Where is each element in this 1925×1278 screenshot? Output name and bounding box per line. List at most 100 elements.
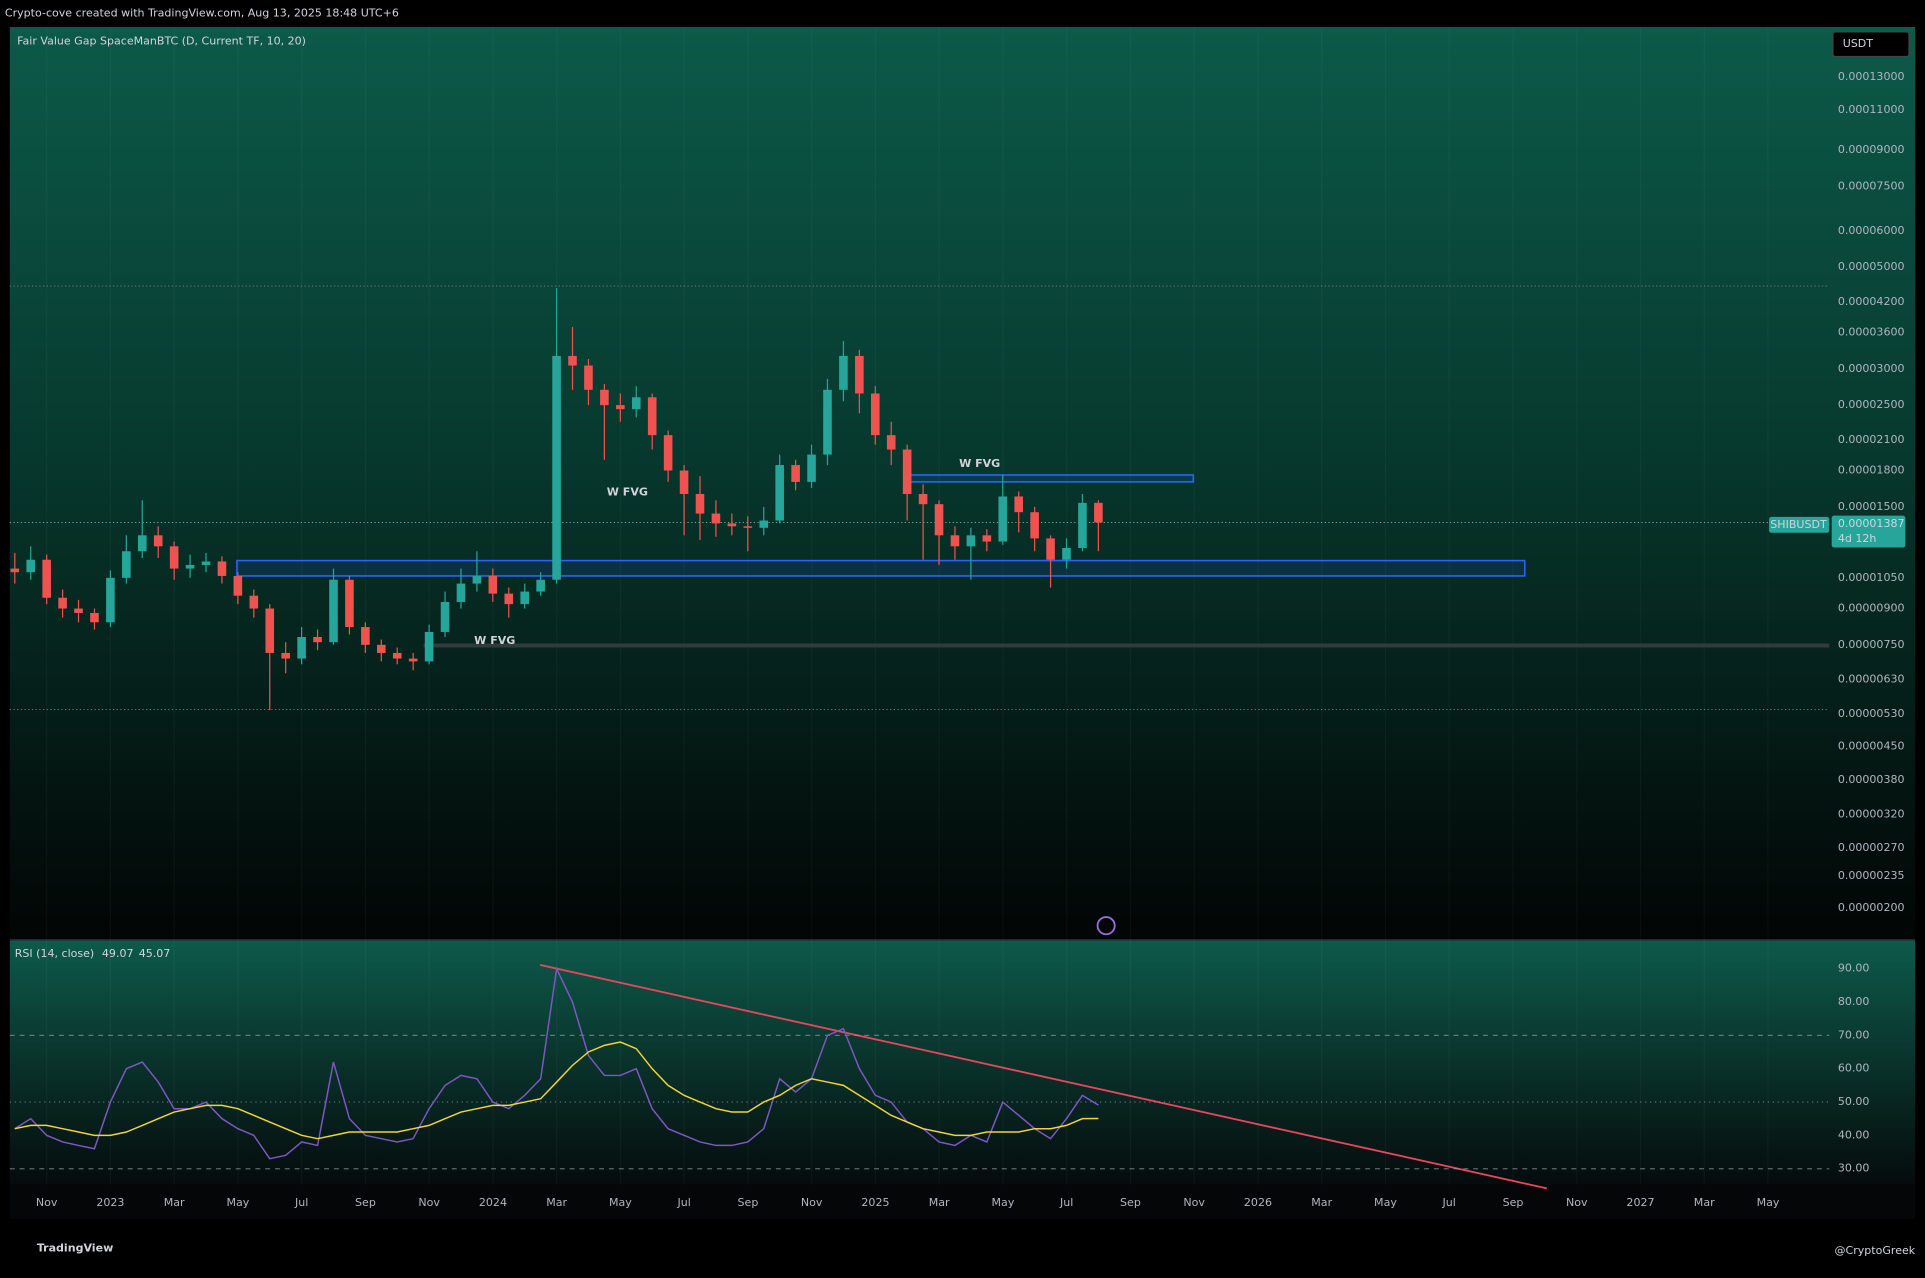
candle-body — [552, 355, 561, 580]
x-tick-label: Nov — [36, 1196, 58, 1209]
rsi-tick-label: 30.00 — [1838, 1162, 1870, 1175]
x-tick-label: Mar — [164, 1196, 185, 1209]
x-tick-label: Mar — [1311, 1196, 1332, 1209]
candle-body — [504, 593, 514, 605]
x-tick-label: Jul — [1442, 1196, 1456, 1209]
y-tick-label: 0.00000750 — [1838, 638, 1905, 651]
y-tick-label: 0.00000380 — [1838, 773, 1905, 786]
x-tick-label: Nov — [801, 1196, 823, 1209]
candle-body — [934, 504, 944, 536]
candle-body — [456, 583, 466, 602]
fvg-zone — [423, 643, 1830, 648]
candle-body — [823, 389, 832, 455]
x-tick-label: Sep — [355, 1196, 376, 1209]
fvg-label: W FVG — [474, 634, 515, 647]
candle-body — [520, 591, 530, 605]
candle-body — [345, 579, 354, 628]
candle-body — [392, 652, 402, 659]
candle-body — [58, 597, 67, 609]
fvg-label: W FVG — [607, 485, 648, 498]
candle-body — [440, 601, 450, 632]
candle-body — [839, 355, 848, 390]
candle-body — [759, 520, 769, 528]
rsi-pane — [9, 940, 1916, 1185]
candle-body — [424, 631, 434, 662]
x-tick-label: Nov — [1566, 1196, 1588, 1209]
candle-body — [568, 355, 577, 366]
candle-body — [600, 389, 609, 406]
x-tick-label: 2026 — [1244, 1196, 1272, 1209]
currency-box — [1832, 31, 1910, 58]
candle-body — [313, 637, 322, 643]
y-tick-label: 0.00004200 — [1838, 295, 1905, 308]
candle-body — [233, 575, 243, 596]
rsi-ma-legend-value: 45.07 — [139, 947, 171, 960]
candle-body — [870, 393, 880, 436]
fvg-zone — [905, 474, 1195, 483]
rsi-title: RSI (14, close) — [15, 947, 95, 960]
candle-body — [982, 535, 992, 542]
candle-body — [185, 564, 195, 569]
candle-body — [711, 513, 721, 524]
candle-body — [807, 454, 816, 482]
x-tick-label: Sep — [1503, 1196, 1524, 1209]
x-tick-label: Jul — [677, 1196, 691, 1209]
rsi-tick-label: 90.00 — [1838, 962, 1870, 975]
rsi-tick-label: 40.00 — [1838, 1128, 1870, 1141]
x-tick-label: Nov — [1183, 1196, 1205, 1209]
x-tick-label: 2027 — [1626, 1196, 1654, 1209]
time-axis — [9, 1184, 1916, 1220]
last-price-label: 0.00001387 — [1838, 517, 1905, 530]
currency: USDT — [1843, 37, 1874, 50]
alert-icon — [1096, 916, 1116, 936]
candle-body — [1062, 547, 1071, 560]
rsi-tick-label: 70.00 — [1838, 1028, 1870, 1041]
candle-body — [74, 608, 83, 613]
x-tick-label: 2025 — [861, 1196, 889, 1209]
x-tick-label: Jul — [294, 1196, 308, 1209]
rsi-legend-value: 49.07 — [102, 947, 134, 960]
candle-body — [42, 559, 51, 598]
candle-body — [361, 627, 370, 645]
logo: TradingView — [37, 1242, 113, 1255]
candle-body — [281, 652, 290, 659]
candle-body — [90, 612, 99, 623]
rsi-tick-label: 80.00 — [1838, 995, 1870, 1008]
x-tick-label: Mar — [929, 1196, 950, 1209]
y-tick-label: 0.00000450 — [1838, 740, 1905, 753]
x-tick-label: Sep — [1120, 1196, 1141, 1209]
candle-body — [169, 546, 179, 569]
x-tick-label: Jul — [1059, 1196, 1073, 1209]
y-tick-label: 0.00000900 — [1838, 602, 1905, 615]
candle-body — [1046, 538, 1055, 560]
candle-body — [1030, 512, 1039, 539]
candle-body — [1094, 502, 1103, 523]
candle-body — [153, 535, 163, 547]
candle-body — [536, 579, 545, 592]
candle-body — [201, 561, 211, 565]
candle-body — [265, 608, 275, 653]
y-tick-label: 0.00011000 — [1838, 103, 1905, 116]
candle-body — [329, 579, 338, 643]
candle-body — [122, 551, 131, 578]
candle-body — [663, 435, 673, 471]
y-tick-label: 0.00001050 — [1838, 571, 1905, 584]
candle-body — [695, 493, 705, 514]
candle-body — [918, 493, 928, 505]
candle-body — [249, 595, 259, 609]
fvg-zone — [236, 559, 1526, 577]
candle-body — [106, 577, 115, 623]
x-tick-label: Mar — [1694, 1196, 1715, 1209]
x-tick-label: Sep — [738, 1196, 759, 1209]
y-tick-label: 0.00007500 — [1838, 179, 1905, 192]
x-tick-label: May — [1374, 1196, 1397, 1209]
author: @CryptoGreek — [1834, 1244, 1915, 1257]
candle-body — [408, 658, 418, 662]
candle-body — [743, 526, 753, 528]
candle-body — [26, 559, 36, 573]
x-tick-label: May — [227, 1196, 250, 1209]
candle-body — [1014, 496, 1023, 513]
rsi-trendline — [539, 964, 1548, 1190]
